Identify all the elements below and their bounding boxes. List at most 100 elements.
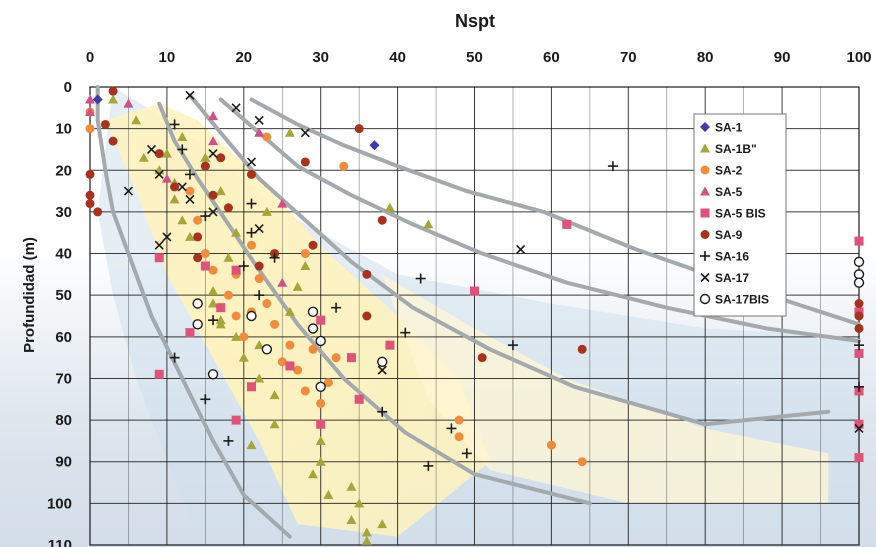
point-sa-16-9 — [246, 198, 257, 209]
point-sa-17bis-5 — [307, 306, 319, 318]
point-sa-2-15 — [285, 340, 295, 350]
x-tick-label: 80 — [697, 49, 714, 66]
point-sa-16-13 — [331, 302, 342, 313]
y-tick-label: 30 — [55, 204, 72, 221]
legend-marker-sa-17bis — [699, 293, 711, 305]
point-sa-1b-20 — [308, 469, 319, 479]
point-sa-9-8 — [170, 182, 180, 192]
point-sa-2-11 — [254, 274, 264, 284]
point-sa-5-bis-20 — [854, 419, 864, 429]
point-sa-5-1 — [85, 106, 95, 116]
x-axis-title: Nspt — [455, 11, 495, 31]
point-sa-16-11 — [254, 290, 265, 301]
point-sa-16-16 — [415, 273, 426, 284]
point-sa-1b-7 — [208, 286, 219, 296]
point-sa-2-1 — [85, 124, 95, 134]
point-sa-5-bis-21 — [854, 453, 864, 463]
point-sa-2-8 — [239, 332, 249, 342]
point-sa-1b-4 — [169, 194, 180, 204]
trend-curve-1 — [95, 85, 292, 539]
point-sa-17bis-0 — [192, 298, 203, 309]
y-axis-title: Profundidad (m) — [21, 237, 38, 353]
point-sa-5-3 — [161, 173, 172, 183]
point-sa-1b-25 — [346, 515, 357, 525]
x-tick-label: 20 — [235, 49, 252, 66]
point-sa-1b-15 — [254, 373, 265, 383]
point-sa-16-7 — [223, 435, 234, 446]
x-tick-label: 100 — [846, 49, 871, 66]
x-tick-label: 10 — [159, 49, 176, 66]
point-sa-5-bis-6 — [231, 265, 241, 275]
y-tick-label: 100 — [47, 495, 72, 512]
x-tick-label: 70 — [620, 49, 637, 66]
point-sa-1-1 — [369, 140, 380, 151]
y-tick-label: 50 — [55, 287, 72, 304]
point-sa-16-10 — [246, 227, 257, 238]
point-sa-1b-17 — [269, 419, 280, 429]
point-sa-17bis-6 — [307, 323, 319, 334]
point-sa-2-13 — [270, 319, 280, 329]
point-sa-9-12 — [208, 190, 218, 200]
point-sa-2-22 — [339, 161, 349, 171]
point-sa-2-27 — [577, 457, 587, 467]
x-tick-label: 40 — [389, 49, 406, 66]
point-sa-1b-40 — [300, 261, 311, 271]
point-sa-9-22 — [362, 311, 372, 321]
point-sa-16-3 — [184, 169, 195, 180]
point-sa-9-24 — [477, 353, 487, 363]
point-sa-16-18 — [446, 423, 457, 434]
point-sa-17-9 — [208, 207, 218, 217]
point-sa-16-12 — [269, 252, 280, 263]
point-sa-9-0 — [85, 169, 95, 179]
legend-marker-sa-5 — [700, 186, 710, 196]
point-sa-9-13 — [216, 153, 226, 163]
point-sa-1b-23 — [323, 490, 334, 500]
point-sa-17-2 — [254, 115, 264, 125]
point-sa-17-10 — [208, 149, 218, 159]
point-sa-2-3 — [193, 215, 203, 225]
point-sa-17-15 — [154, 240, 164, 250]
point-sa-16-21 — [607, 161, 618, 172]
legend-label-sa-1: SA-1 — [715, 121, 743, 135]
point-sa-1b-26 — [354, 498, 365, 508]
y-tick-label: 20 — [55, 162, 72, 179]
point-sa-2-7 — [231, 311, 241, 321]
point-sa-1b-39 — [284, 306, 295, 316]
x-tick-label: 30 — [312, 49, 329, 66]
point-sa-1b-5 — [177, 215, 188, 225]
point-sa-17bis-9 — [377, 356, 388, 367]
point-sa-1b-21 — [315, 435, 326, 445]
point-sa-9-20 — [354, 124, 364, 134]
point-sa-9-21 — [362, 269, 372, 279]
point-sa-17bis-2 — [207, 369, 219, 380]
legend-marker-sa-5-bis — [700, 208, 710, 218]
legend-label-sa-2: SA-2 — [715, 164, 743, 178]
point-sa-5-bis-2 — [185, 328, 195, 338]
point-sa-16-4 — [200, 211, 211, 222]
point-sa-1b-13 — [238, 352, 249, 362]
y-tick-label: 90 — [55, 454, 72, 471]
point-sa-1b-2 — [138, 152, 149, 162]
point-sa-5-bis-11 — [346, 353, 356, 363]
legend-label-sa-17: SA-17 — [715, 271, 749, 285]
legend-label-sa-16: SA-16 — [715, 250, 749, 264]
point-sa-5-bis-15 — [562, 219, 572, 229]
point-sa-16-8 — [238, 261, 249, 272]
zone-yellow-right — [382, 274, 829, 504]
point-sa-2-4 — [200, 249, 210, 259]
point-sa-16-5 — [200, 394, 211, 405]
trend-curve-4 — [218, 97, 861, 343]
point-sa-5-bis-3 — [200, 261, 210, 271]
point-sa-16-2 — [177, 144, 188, 155]
point-sa-5-bis-14 — [470, 286, 479, 296]
legend-label-sa-1b: SA-1B" — [715, 142, 757, 156]
point-sa-9-16 — [254, 261, 264, 271]
point-sa-17bis-3 — [246, 310, 257, 322]
point-sa-9-10 — [193, 253, 203, 263]
point-sa-1b-8 — [208, 298, 219, 308]
point-sa-1b-24 — [346, 481, 357, 491]
y-tick-label: 80 — [55, 412, 72, 429]
point-sa-17-6 — [146, 144, 157, 155]
point-sa-1b-35 — [200, 152, 211, 162]
